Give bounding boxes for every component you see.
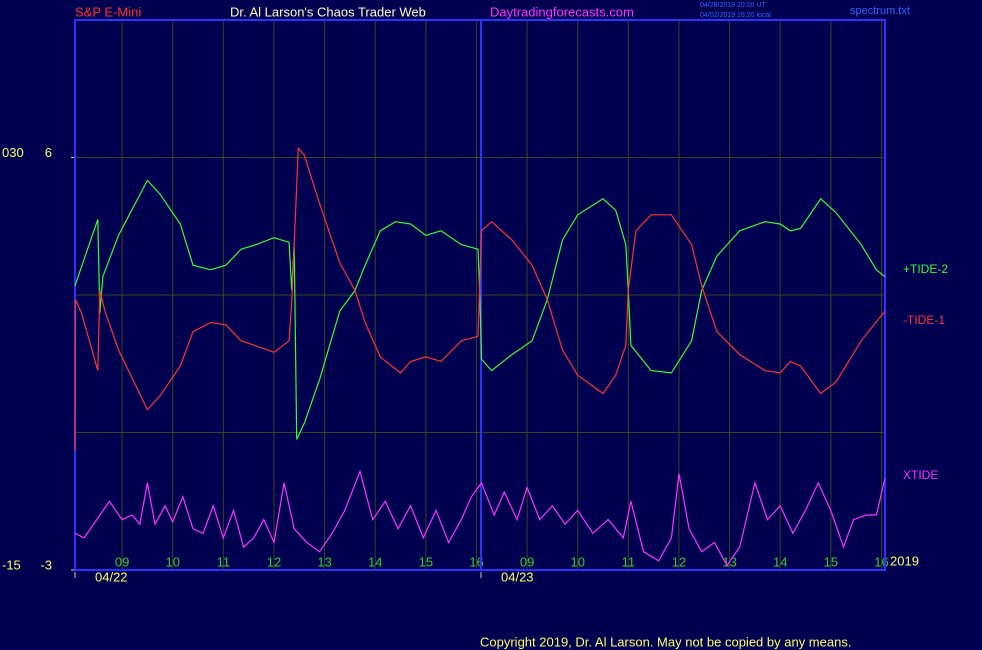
instrument: S&P E-Mini [75, 4, 141, 19]
date-label: 04/22 [95, 569, 128, 584]
y2-tick-label: -15 [2, 557, 21, 572]
copyright: Copyright 2019, Dr. Al Larson. May not b… [480, 634, 851, 649]
x-tick-label: 11 [217, 554, 231, 569]
time-local: 04/02/2019 15:20 local [700, 12, 771, 19]
file-name: spectrum.txt [850, 5, 910, 17]
x-tick-label: 09 [520, 554, 534, 569]
plot-border [74, 19, 886, 571]
date-label: 04/23 [501, 569, 534, 584]
y-tick-label: -3 [40, 557, 52, 572]
legend-label: -TIDE-1 [903, 313, 945, 327]
series-line [74, 179, 886, 440]
x-tick-label: 09 [115, 554, 129, 569]
year: 2019 [890, 553, 919, 568]
x-tick-label: 15 [419, 554, 433, 569]
site-url: Daytradingforecasts.com [490, 4, 634, 19]
x-tick-label: 12 [672, 554, 686, 569]
y-tick-label: 6 [45, 145, 52, 160]
x-tick-label: 15 [824, 554, 838, 569]
x-tick-label: 16 [874, 554, 888, 569]
x-tick-label: 10 [570, 554, 584, 569]
x-tick-label: 14 [368, 554, 382, 569]
y2-tick-label: 030 [2, 145, 24, 160]
legend-label: XTIDE [903, 468, 938, 482]
series-line [74, 146, 886, 451]
site-title: Dr. Al Larson's Chaos Trader Web [230, 4, 426, 19]
legend-label: +TIDE-2 [903, 262, 948, 276]
x-tick-label: 11 [622, 554, 636, 569]
time-ut: 04/28/2019 20:20 UT [700, 2, 766, 9]
x-tick-label: 13 [317, 554, 331, 569]
x-tick-label: 12 [267, 554, 281, 569]
x-tick-label: 10 [165, 554, 179, 569]
x-tick-label: 14 [773, 554, 787, 569]
series-line [74, 469, 886, 567]
